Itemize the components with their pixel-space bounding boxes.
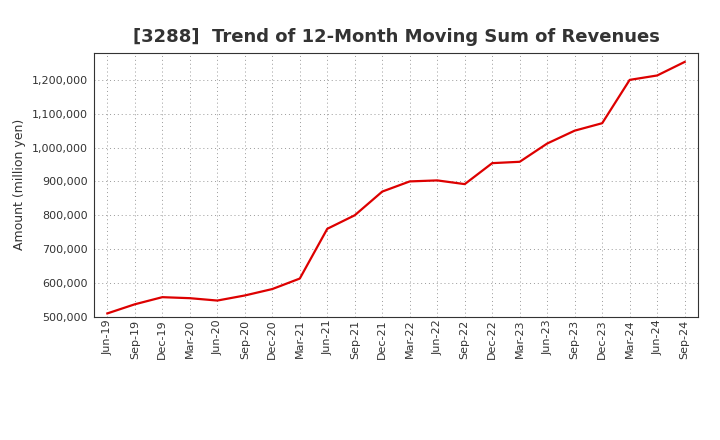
Title: [3288]  Trend of 12-Month Moving Sum of Revenues: [3288] Trend of 12-Month Moving Sum of R… <box>132 28 660 46</box>
Y-axis label: Amount (million yen): Amount (million yen) <box>14 119 27 250</box>
